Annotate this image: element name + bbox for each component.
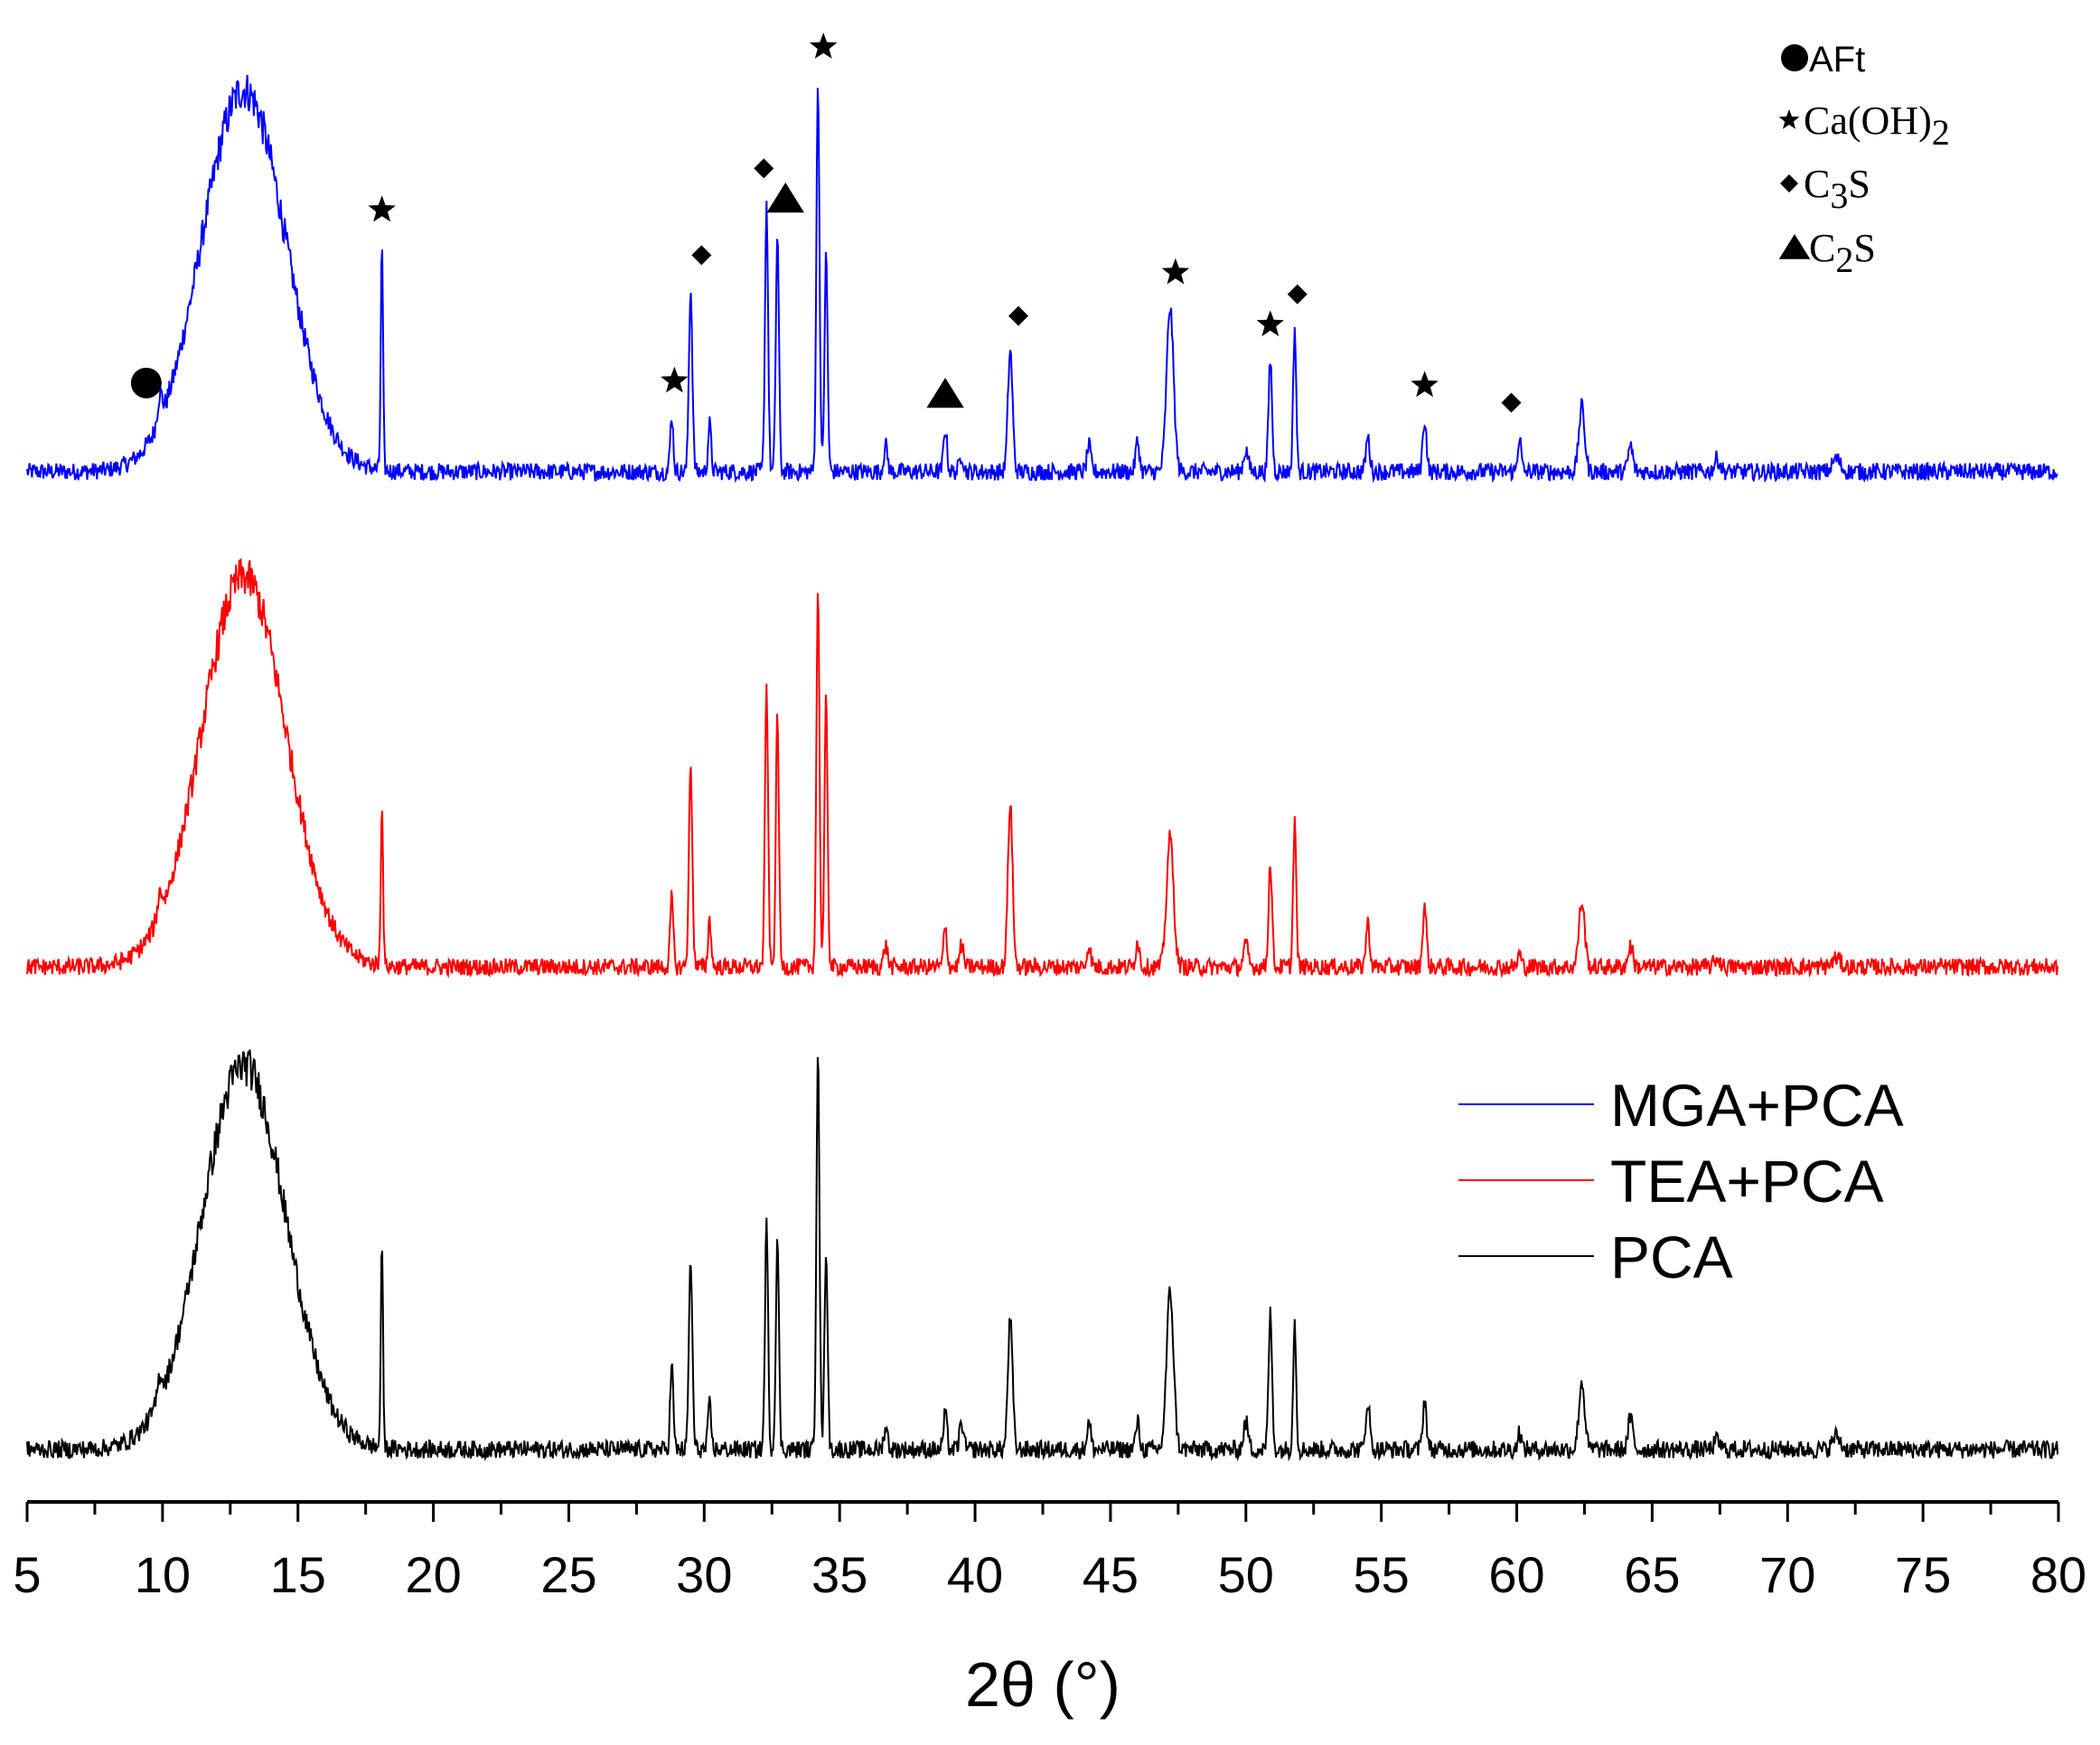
key-label-circle: AFt xyxy=(1809,40,1865,80)
key-circle-icon xyxy=(1781,44,1808,71)
key-label-diamond: C3S xyxy=(1804,162,1870,216)
diamond-marker xyxy=(1501,392,1522,413)
legend-label-mga-pca: MGA+PCA xyxy=(1610,1072,1904,1139)
key-label-star: Ca(OH)2 xyxy=(1804,99,1950,153)
x-tick-label: 10 xyxy=(135,1546,191,1603)
triangle-marker xyxy=(926,378,964,408)
x-axis-title: 2θ (°) xyxy=(965,1649,1120,1720)
phase-key: AFt Ca(OH)2 C3S C2S xyxy=(1778,40,1950,280)
x-tick-label: 80 xyxy=(2030,1546,2086,1603)
trace-group xyxy=(26,74,2059,1462)
star-marker xyxy=(368,195,396,222)
x-tick-label: 25 xyxy=(540,1546,596,1603)
x-tick-label: 30 xyxy=(676,1546,732,1603)
x-tick-label: 35 xyxy=(811,1546,867,1603)
star-marker xyxy=(661,366,689,393)
x-tick-group: 5 10 15 20 25 30 35 40 45 50 55 60 65 70 75 80 xyxy=(13,1502,2086,1603)
diamond-marker xyxy=(691,245,712,266)
star-marker xyxy=(1256,310,1284,337)
x-tick-label: 65 xyxy=(1624,1546,1680,1603)
legend: MGA+PCA TEA+PCA PCA xyxy=(1458,1072,1904,1290)
legend-label-tea-pca: TEA+PCA xyxy=(1610,1148,1884,1215)
x-tick-label: 40 xyxy=(947,1546,1003,1603)
diamond-marker xyxy=(754,158,774,179)
triangle-marker xyxy=(766,183,804,213)
trace-tea-pca xyxy=(26,558,2059,979)
diamond-marker xyxy=(1008,305,1029,326)
star-marker xyxy=(1161,258,1190,285)
x-tick-label: 15 xyxy=(270,1546,326,1603)
x-tick-label: 45 xyxy=(1083,1546,1139,1603)
phase-marker-group xyxy=(130,33,1522,413)
diamond-marker xyxy=(1287,284,1308,305)
key-diamond-icon xyxy=(1780,174,1798,192)
x-tick-label: 70 xyxy=(1759,1546,1815,1603)
x-tick-label: 60 xyxy=(1488,1546,1544,1603)
star-marker xyxy=(810,33,838,59)
key-triangle-icon xyxy=(1778,234,1811,259)
trace-mga-pca xyxy=(26,74,2058,483)
circle-marker xyxy=(130,367,162,399)
x-tick-label: 20 xyxy=(405,1546,461,1603)
trace-pca xyxy=(26,1049,2059,1462)
x-tick-label: 55 xyxy=(1354,1546,1410,1603)
x-axis: 5 10 15 20 25 30 35 40 45 50 55 60 65 70 75 80 2θ (°) xyxy=(13,1500,2086,1720)
star-marker xyxy=(1411,371,1439,398)
key-star-icon xyxy=(1778,109,1800,129)
x-tick-label: 50 xyxy=(1218,1546,1274,1603)
legend-label-pca: PCA xyxy=(1610,1224,1733,1290)
key-label-triangle: C2S xyxy=(1809,226,1876,280)
x-tick-label: 75 xyxy=(1895,1546,1951,1603)
x-tick-label: 5 xyxy=(13,1546,41,1603)
